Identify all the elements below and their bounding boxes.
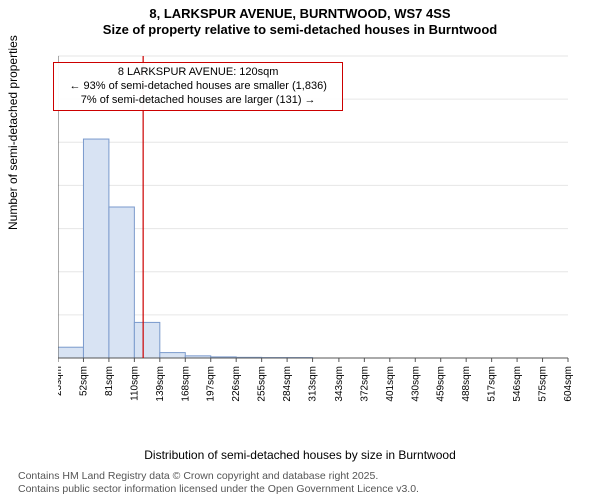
svg-text:575sqm: 575sqm [538,366,549,402]
svg-text:197sqm: 197sqm [206,366,217,402]
svg-text:110sqm: 110sqm [129,366,140,401]
x-axis-label: Distribution of semi-detached houses by … [0,448,600,462]
svg-text:23sqm: 23sqm [58,366,64,396]
svg-text:401sqm: 401sqm [385,366,396,402]
svg-text:255sqm: 255sqm [257,366,268,402]
annotation-line2: ← 93% of semi-detached houses are smalle… [60,80,336,94]
title-line1: 8, LARKSPUR AVENUE, BURNTWOOD, WS7 4SS [0,6,600,21]
annotation-line1: 8 LARKSPUR AVENUE: 120sqm [60,66,336,80]
svg-text:343sqm: 343sqm [334,366,345,402]
svg-text:459sqm: 459sqm [436,366,447,402]
svg-text:546sqm: 546sqm [512,366,523,402]
chart-area: 020040060080010001200140023sqm52sqm81sqm… [58,48,578,418]
svg-text:284sqm: 284sqm [282,366,293,402]
chart-container: 8, LARKSPUR AVENUE, BURNTWOOD, WS7 4SS S… [0,0,600,500]
title-line2: Size of property relative to semi-detach… [0,22,600,37]
svg-text:139sqm: 139sqm [155,366,166,402]
svg-text:517sqm: 517sqm [487,366,498,402]
svg-text:430sqm: 430sqm [410,366,421,402]
svg-text:81sqm: 81sqm [104,366,115,396]
svg-text:604sqm: 604sqm [563,366,574,402]
svg-text:52sqm: 52sqm [78,366,89,396]
footer-line2: Contains public sector information licen… [18,483,419,496]
footer-line1: Contains HM Land Registry data © Crown c… [18,470,419,483]
title-block: 8, LARKSPUR AVENUE, BURNTWOOD, WS7 4SS S… [0,0,600,37]
y-axis-label: Number of semi-detached properties [6,35,20,230]
svg-text:372sqm: 372sqm [359,366,370,402]
footer-attribution: Contains HM Land Registry data © Crown c… [18,470,419,496]
svg-text:313sqm: 313sqm [308,366,319,402]
svg-text:168sqm: 168sqm [180,366,191,402]
annotation-line3: 7% of semi-detached houses are larger (1… [60,94,336,108]
marker-annotation: 8 LARKSPUR AVENUE: 120sqm← 93% of semi-d… [53,62,343,111]
svg-text:226sqm: 226sqm [231,366,242,402]
svg-text:488sqm: 488sqm [461,366,472,402]
